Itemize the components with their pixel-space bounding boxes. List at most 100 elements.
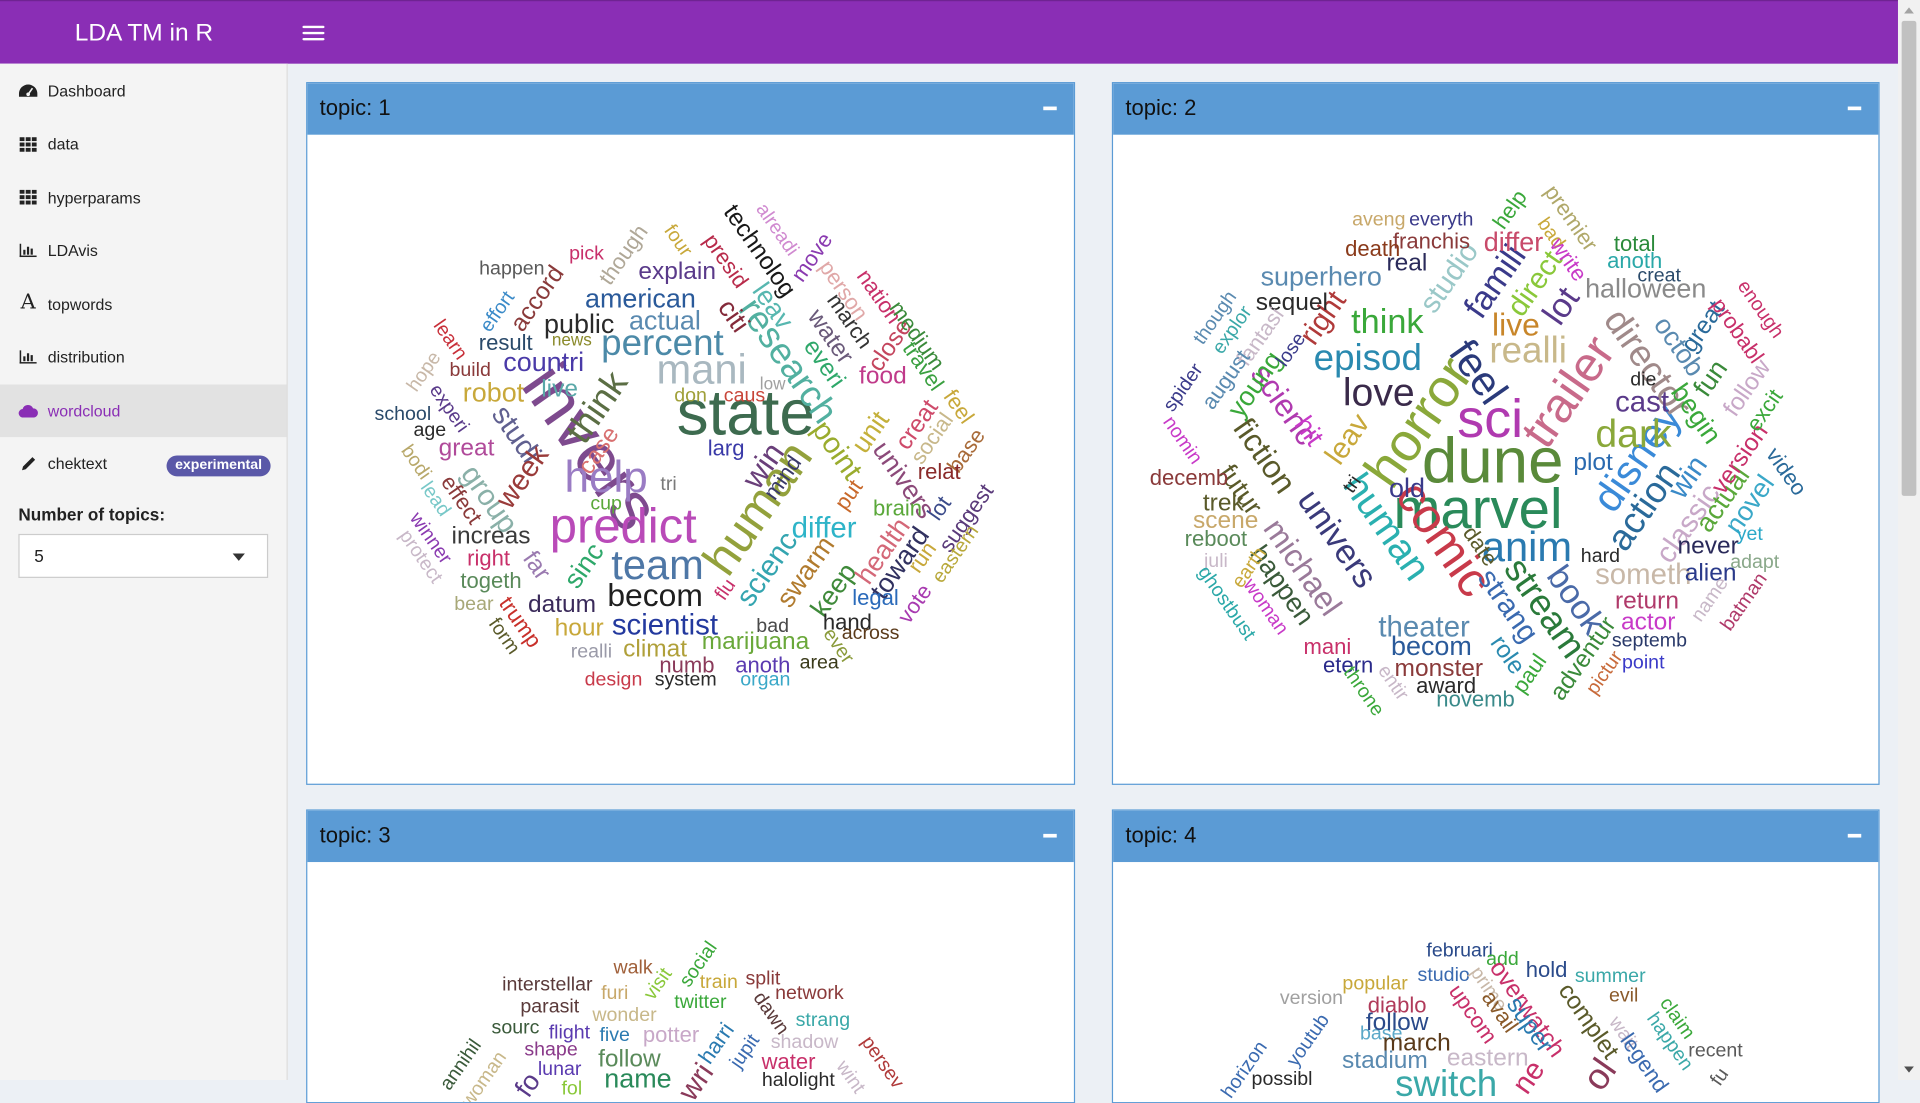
cloud-word: five [599,1024,630,1046]
cloud-word: food [859,362,907,390]
topic-box: topic: 1 invers state predict human mani help… [306,82,1076,785]
cloud-word: youtub [1283,1010,1334,1071]
box-title: topic: 4 [1125,822,1197,848]
sidebar-item-data[interactable]: data [0,118,287,171]
cloud-word: marijuana [701,628,810,656]
cloud-word: percent [601,323,724,364]
cloud-word: dune [1421,426,1564,498]
cloud-word: interstellar [502,974,593,996]
th-grid-icon [18,118,38,171]
cloud-word: larg [707,435,745,461]
cloud-word: anoth [1607,248,1663,274]
header: LDA TM in R [0,0,1920,64]
cloud-word: shape [524,1039,578,1061]
topics-count-select[interactable]: 5 [18,533,269,578]
collapse-icon[interactable] [1043,833,1057,837]
cloud-word: point [1622,652,1665,674]
cloud-word: design [584,669,643,691]
cloud-word: actual [628,304,701,336]
sidebar-item-hyperparams[interactable]: hyperparams [0,171,287,224]
cloud-word: caus [723,385,766,407]
sidebar-item-ldavis[interactable]: LDAvis [0,224,287,277]
cloud-word: popular [1342,973,1408,995]
cloud-word: state [676,378,815,450]
sidebar-item-wordcloud[interactable]: wordcloud [0,383,287,438]
cloud-word: strang [795,1010,851,1032]
cloud-word: return [1614,587,1679,615]
sidebar: Dashboard data hyperparams LDAvis A topw… [0,63,288,1081]
cloud-word: network [775,983,844,1005]
cloud-word: help [564,451,648,503]
sidebar-item-distribution[interactable]: distribution [0,331,287,384]
cloud-word: februari [1426,940,1493,962]
pencil-icon [18,437,38,490]
cloud-word: creat [1637,265,1681,287]
cloud-word: across [841,623,900,645]
collapse-icon[interactable] [1847,833,1862,837]
cloud-word: fol [561,1078,583,1100]
sidebar-item-label: topwords [47,294,113,313]
sidebar-item-topwords[interactable]: A topwords [0,277,287,330]
cloud-word: ol [1575,1051,1625,1099]
app-title[interactable]: LDA TM in R [74,19,214,47]
cloud-word: twitter [674,991,727,1013]
scroll-down-icon[interactable] [1904,1066,1914,1073]
cloud-word: stadium [1342,1046,1428,1074]
collapse-icon[interactable] [1847,106,1862,110]
cloud-word: live [1492,306,1540,343]
topic-box: topic: 3 walk social visit train split inters… [306,809,1076,1103]
box-header: topic: 2 [1113,83,1879,135]
cloud-word: happen [479,258,545,280]
bar-chart-icon [18,224,38,277]
cloud-word: never [1677,532,1739,560]
cloud-word: lunar [537,1059,582,1081]
cloud-word: predict [549,499,697,554]
cloud-word: mani [656,346,747,394]
cloud-word: someth [1595,558,1692,592]
cloud-word: countri [503,346,585,378]
cloud-word: team [611,542,704,589]
cloud-word: recent [1688,1040,1743,1062]
cloud-word: differ [1483,226,1544,258]
cloud-word: parasit [520,996,580,1018]
topic-box: topic: 4 februari add hold summer studio prim… [1111,809,1880,1103]
cloud-word: hour [554,614,604,642]
cloud-word: sci [1457,389,1524,450]
cloud-word: walk [613,957,653,979]
cloud-word: summer [1574,966,1646,987]
sidebar-toggle-icon[interactable] [302,21,325,45]
cloud-word: actor [1620,608,1676,636]
cloud-word: wonder [592,1005,657,1027]
topics-count-value: 5 [34,546,44,566]
cloud-word: superhero [1260,260,1382,292]
collapse-icon[interactable] [1043,106,1057,110]
scroll-up-icon[interactable] [1904,7,1914,14]
cloud-word: dark [1595,411,1672,456]
cloud-word: becom [1391,630,1472,662]
cloud-word: school [374,404,432,425]
scroll-thumb[interactable] [1901,20,1917,496]
cloud-word: anoth [735,652,791,678]
cloud-word: bear [454,593,494,615]
cloud-word: legal [852,585,899,610]
cloud-word: bad [756,615,790,637]
cloud-word: plot [1573,449,1613,477]
cloud-word: hand [822,609,872,635]
cloud-word: scientist [611,608,718,642]
cloud-icon [18,384,38,437]
cloud-word: franchis [1392,228,1471,254]
cloud-word: anim [1481,524,1573,571]
cloud-word: spider [1159,359,1208,416]
cloud-word: real [1386,249,1428,277]
cloud-word: relat [917,459,961,484]
cloud-word: system [654,669,717,691]
page-scrollbar[interactable] [1897,0,1920,1081]
cloud-word: datum [528,591,597,619]
cloud-word: everyth [1409,209,1474,231]
sidebar-item-chektext[interactable]: chektext experimental [0,437,287,490]
box-title: topic: 3 [319,822,391,848]
sidebar-item-dashboard[interactable]: Dashboard [0,64,287,117]
cloud-word: mani [1303,634,1352,659]
cloud-word: age [413,420,447,441]
